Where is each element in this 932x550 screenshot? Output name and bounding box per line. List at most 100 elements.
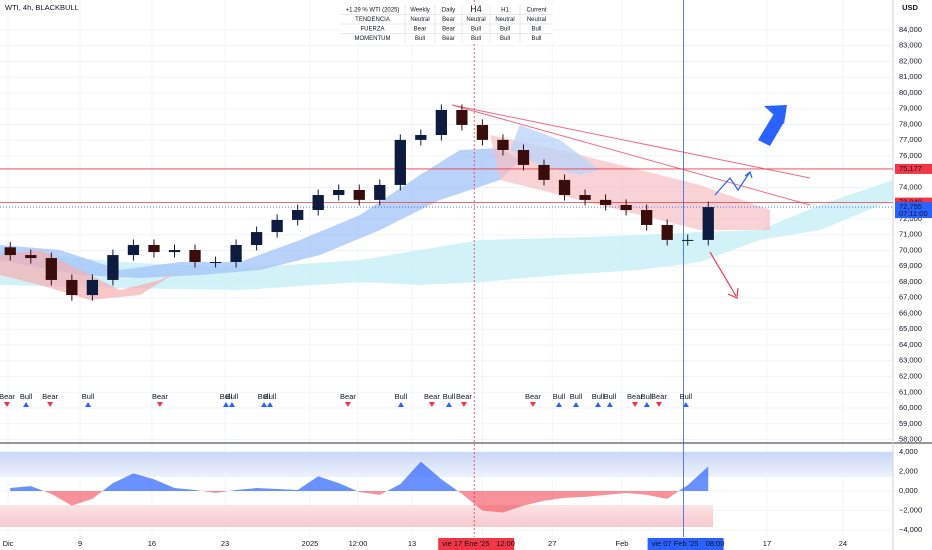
candle-body — [250, 232, 263, 245]
candle-body — [107, 255, 119, 280]
candle-body — [682, 239, 694, 241]
candle-body — [66, 279, 78, 296]
candle-body — [86, 279, 99, 296]
signal-arrow — [643, 402, 650, 407]
candle-body — [599, 199, 612, 205]
signal-label: Bull — [226, 392, 239, 401]
candle-body — [374, 184, 386, 200]
signal-arrow — [266, 402, 273, 407]
table-cell: Bear — [442, 17, 455, 23]
signal-arrow — [445, 402, 452, 407]
y-tick-label: 64,000 — [899, 340, 922, 349]
candle-body — [456, 109, 468, 125]
signal-label: Bull — [82, 392, 95, 401]
table-row-label: MOMENTUM — [355, 36, 391, 42]
signal-label: Bull — [592, 392, 605, 401]
signal-label: Bear — [651, 392, 667, 401]
signal-label: Bear — [627, 392, 643, 401]
y-tick-label: 79,000 — [899, 104, 922, 113]
marker-date: vie 17 Ene '25 — [442, 539, 489, 548]
table-header: +1.29 % WTI (2025) — [346, 7, 400, 13]
candle-body — [435, 109, 448, 136]
candle-body — [579, 195, 591, 200]
candle-body — [148, 244, 160, 253]
signal-arrow — [223, 402, 230, 407]
signal-label: Bear — [456, 392, 472, 401]
x-tick-label: 27 — [548, 539, 556, 548]
x-tick-label: 23 — [221, 539, 229, 548]
chart-title: WTI, 4h, BLACKBULL — [5, 3, 79, 12]
x-tick-label: 9 — [78, 539, 82, 548]
signal-arrow — [428, 402, 435, 407]
plot — [0, 0, 893, 537]
table-cell: Neutral — [527, 17, 546, 23]
signal-label: Bull — [604, 392, 617, 401]
table-cell: Bear — [414, 26, 427, 32]
signal-arrow — [156, 402, 163, 407]
x-tick-label: 13 — [408, 539, 416, 548]
candle-body — [702, 207, 714, 240]
y-tick-label: 69,000 — [899, 261, 922, 270]
signal-arrow — [606, 402, 613, 407]
candle-body — [292, 209, 304, 220]
signal-arrow — [631, 402, 638, 407]
y-tick-label: 66,000 — [899, 308, 922, 317]
candle-body — [538, 164, 550, 180]
signal-label: Bear — [340, 392, 356, 401]
candle-body — [476, 124, 489, 140]
status-table: +1.29 % WTI (2025) Weekly Daily H4 H1 Current… — [340, 4, 553, 43]
candle-body — [333, 189, 345, 196]
marker-time: 12:00 — [496, 539, 515, 548]
signal-label: Bull — [641, 392, 654, 401]
signal-label: Bull — [264, 392, 277, 401]
candle-body — [517, 149, 530, 165]
y-tick-label: 71,000 — [899, 230, 922, 239]
marker-date: vie 07 Feb '25 — [652, 539, 699, 548]
price-badge — [895, 202, 932, 219]
signal-arrow — [595, 402, 602, 407]
signal-label: Bull — [443, 392, 456, 401]
table-row-label: TENDENCIA — [355, 17, 390, 23]
candle-body — [127, 244, 140, 256]
candle-body — [353, 189, 365, 200]
candle-body — [394, 139, 406, 185]
table-row-label: FUERZA — [361, 26, 385, 32]
table-cell: Bear — [442, 26, 455, 32]
signal-label: Bull — [570, 392, 583, 401]
signal-label: Bear — [42, 392, 58, 401]
osc-tick-label: 2,000 — [899, 466, 918, 475]
y-tick-label: 60,000 — [899, 403, 922, 412]
candle-body — [4, 247, 16, 256]
signal-arrow — [460, 402, 467, 407]
signal-label: Bear — [152, 392, 168, 401]
table-header: H1 — [501, 7, 509, 13]
table-header: Weekly — [410, 7, 430, 13]
signal-arrow — [529, 402, 536, 407]
x-tick-label: Dic — [3, 539, 14, 548]
candle-body — [415, 135, 427, 140]
x-tick-label: 2025 — [302, 539, 319, 548]
candle-body — [189, 250, 201, 262]
forecast-arrows — [709, 105, 787, 299]
table-cell: Bull — [531, 36, 541, 42]
signal-arrow — [682, 402, 689, 407]
osc-lower-band — [0, 505, 713, 527]
table-cell: Bull — [471, 36, 481, 42]
table-cell: Bull — [415, 36, 425, 42]
x-tick-label: 16 — [148, 539, 156, 548]
candle-body — [497, 139, 509, 150]
candle-body — [312, 195, 324, 210]
y-tick-label: 84,000 — [899, 25, 922, 34]
osc-upper-band — [0, 452, 893, 477]
table-header: Daily — [442, 7, 455, 13]
table-header: Current — [526, 7, 546, 13]
candle-body — [620, 204, 632, 210]
y-tick-label: 80,000 — [899, 88, 922, 97]
signal-label: Bear — [424, 392, 440, 401]
y-tick-label: 62,000 — [899, 372, 922, 381]
trendlines — [451, 104, 811, 206]
osc-tick-label: 4,000 — [899, 447, 918, 456]
price-badge-label: 75,177 — [899, 164, 922, 173]
marker-badge — [438, 538, 515, 550]
